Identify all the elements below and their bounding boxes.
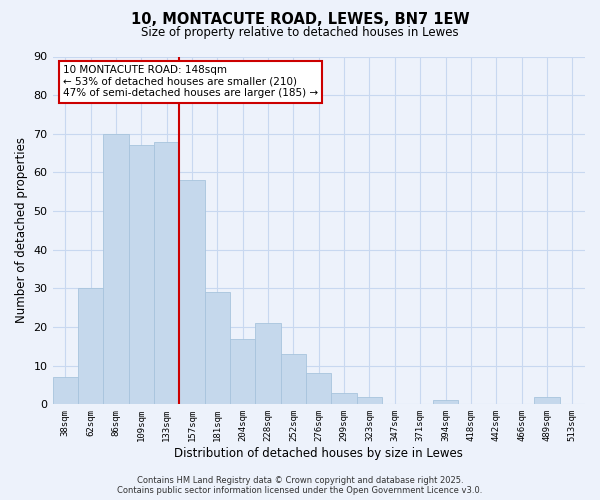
Bar [205,292,230,405]
Text: 10 MONTACUTE ROAD: 148sqm
← 53% of detached houses are smaller (210)
47% of semi: 10 MONTACUTE ROAD: 148sqm ← 53% of detac… [63,65,319,98]
Bar [53,378,78,404]
Bar [433,400,458,404]
Bar [128,146,154,404]
Bar [78,288,103,405]
Bar [331,392,357,404]
Y-axis label: Number of detached properties: Number of detached properties [15,138,28,324]
Bar [154,142,179,404]
Bar [306,374,331,404]
X-axis label: Distribution of detached houses by size in Lewes: Distribution of detached houses by size … [175,447,463,460]
Bar [179,180,205,404]
Bar [281,354,306,405]
Bar [256,323,281,404]
Text: Size of property relative to detached houses in Lewes: Size of property relative to detached ho… [141,26,459,39]
Text: 10, MONTACUTE ROAD, LEWES, BN7 1EW: 10, MONTACUTE ROAD, LEWES, BN7 1EW [131,12,469,28]
Bar [357,396,382,404]
Text: Contains HM Land Registry data © Crown copyright and database right 2025.
Contai: Contains HM Land Registry data © Crown c… [118,476,482,495]
Bar [103,134,128,404]
Bar [534,396,560,404]
Bar [230,338,256,404]
